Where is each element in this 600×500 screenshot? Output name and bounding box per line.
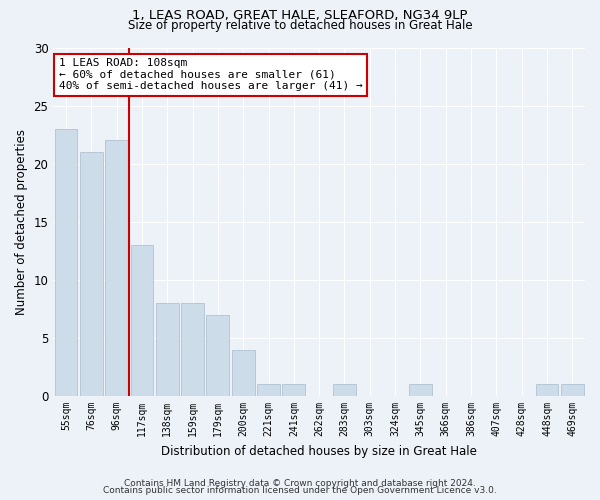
Bar: [333, 384, 356, 396]
Text: Contains public sector information licensed under the Open Government Licence v3: Contains public sector information licen…: [103, 486, 497, 495]
Bar: [131, 245, 154, 396]
X-axis label: Distribution of detached houses by size in Great Hale: Distribution of detached houses by size …: [161, 444, 477, 458]
Bar: [536, 384, 559, 396]
Text: Size of property relative to detached houses in Great Hale: Size of property relative to detached ho…: [128, 19, 472, 32]
Bar: [409, 384, 432, 396]
Bar: [206, 314, 229, 396]
Text: 1, LEAS ROAD, GREAT HALE, SLEAFORD, NG34 9LP: 1, LEAS ROAD, GREAT HALE, SLEAFORD, NG34…: [132, 9, 468, 22]
Bar: [55, 129, 77, 396]
Bar: [283, 384, 305, 396]
Y-axis label: Number of detached properties: Number of detached properties: [15, 129, 28, 315]
Bar: [257, 384, 280, 396]
Bar: [156, 303, 179, 396]
Bar: [181, 303, 204, 396]
Bar: [105, 140, 128, 396]
Bar: [80, 152, 103, 396]
Text: Contains HM Land Registry data © Crown copyright and database right 2024.: Contains HM Land Registry data © Crown c…: [124, 478, 476, 488]
Text: 1 LEAS ROAD: 108sqm
← 60% of detached houses are smaller (61)
40% of semi-detach: 1 LEAS ROAD: 108sqm ← 60% of detached ho…: [59, 58, 362, 91]
Bar: [561, 384, 584, 396]
Bar: [232, 350, 254, 396]
